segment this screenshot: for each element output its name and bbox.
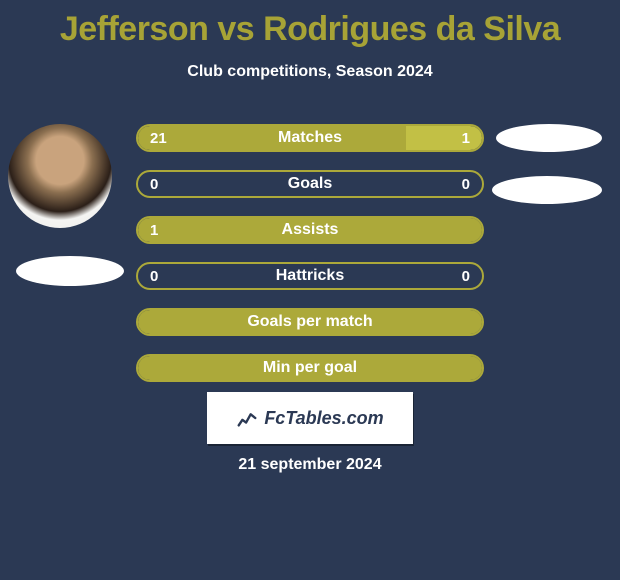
- bar-label: Goals per match: [138, 313, 482, 331]
- stat-row: Min per goal: [136, 354, 484, 382]
- bar-label: Matches: [138, 129, 482, 147]
- bar-label: Hattricks: [138, 267, 482, 285]
- stat-row: 00Goals: [136, 170, 484, 198]
- ellipse-right-placeholder-2: [492, 176, 602, 204]
- stat-row: 1Assists: [136, 216, 484, 244]
- stat-row: 211Matches: [136, 124, 484, 152]
- page-title: Jefferson vs Rodrigues da Silva: [0, 0, 620, 49]
- footer-date: 21 september 2024: [0, 456, 620, 474]
- chart-icon: [236, 407, 258, 429]
- bar-label: Goals: [138, 175, 482, 193]
- footer-logo-text: FcTables.com: [264, 408, 383, 429]
- subtitle: Club competitions, Season 2024: [0, 63, 620, 81]
- ellipse-left-placeholder: [16, 256, 124, 286]
- footer-logo: FcTables.com: [207, 392, 413, 444]
- bar-label: Min per goal: [138, 359, 482, 377]
- ellipse-right-placeholder-1: [496, 124, 602, 152]
- stat-row: Goals per match: [136, 308, 484, 336]
- player-avatar-left: [8, 124, 112, 228]
- stat-bars-container: 211Matches 00Goals 1Assists 00Hattricks Goal…: [136, 124, 484, 400]
- stat-row: 00Hattricks: [136, 262, 484, 290]
- bar-label: Assists: [138, 221, 482, 239]
